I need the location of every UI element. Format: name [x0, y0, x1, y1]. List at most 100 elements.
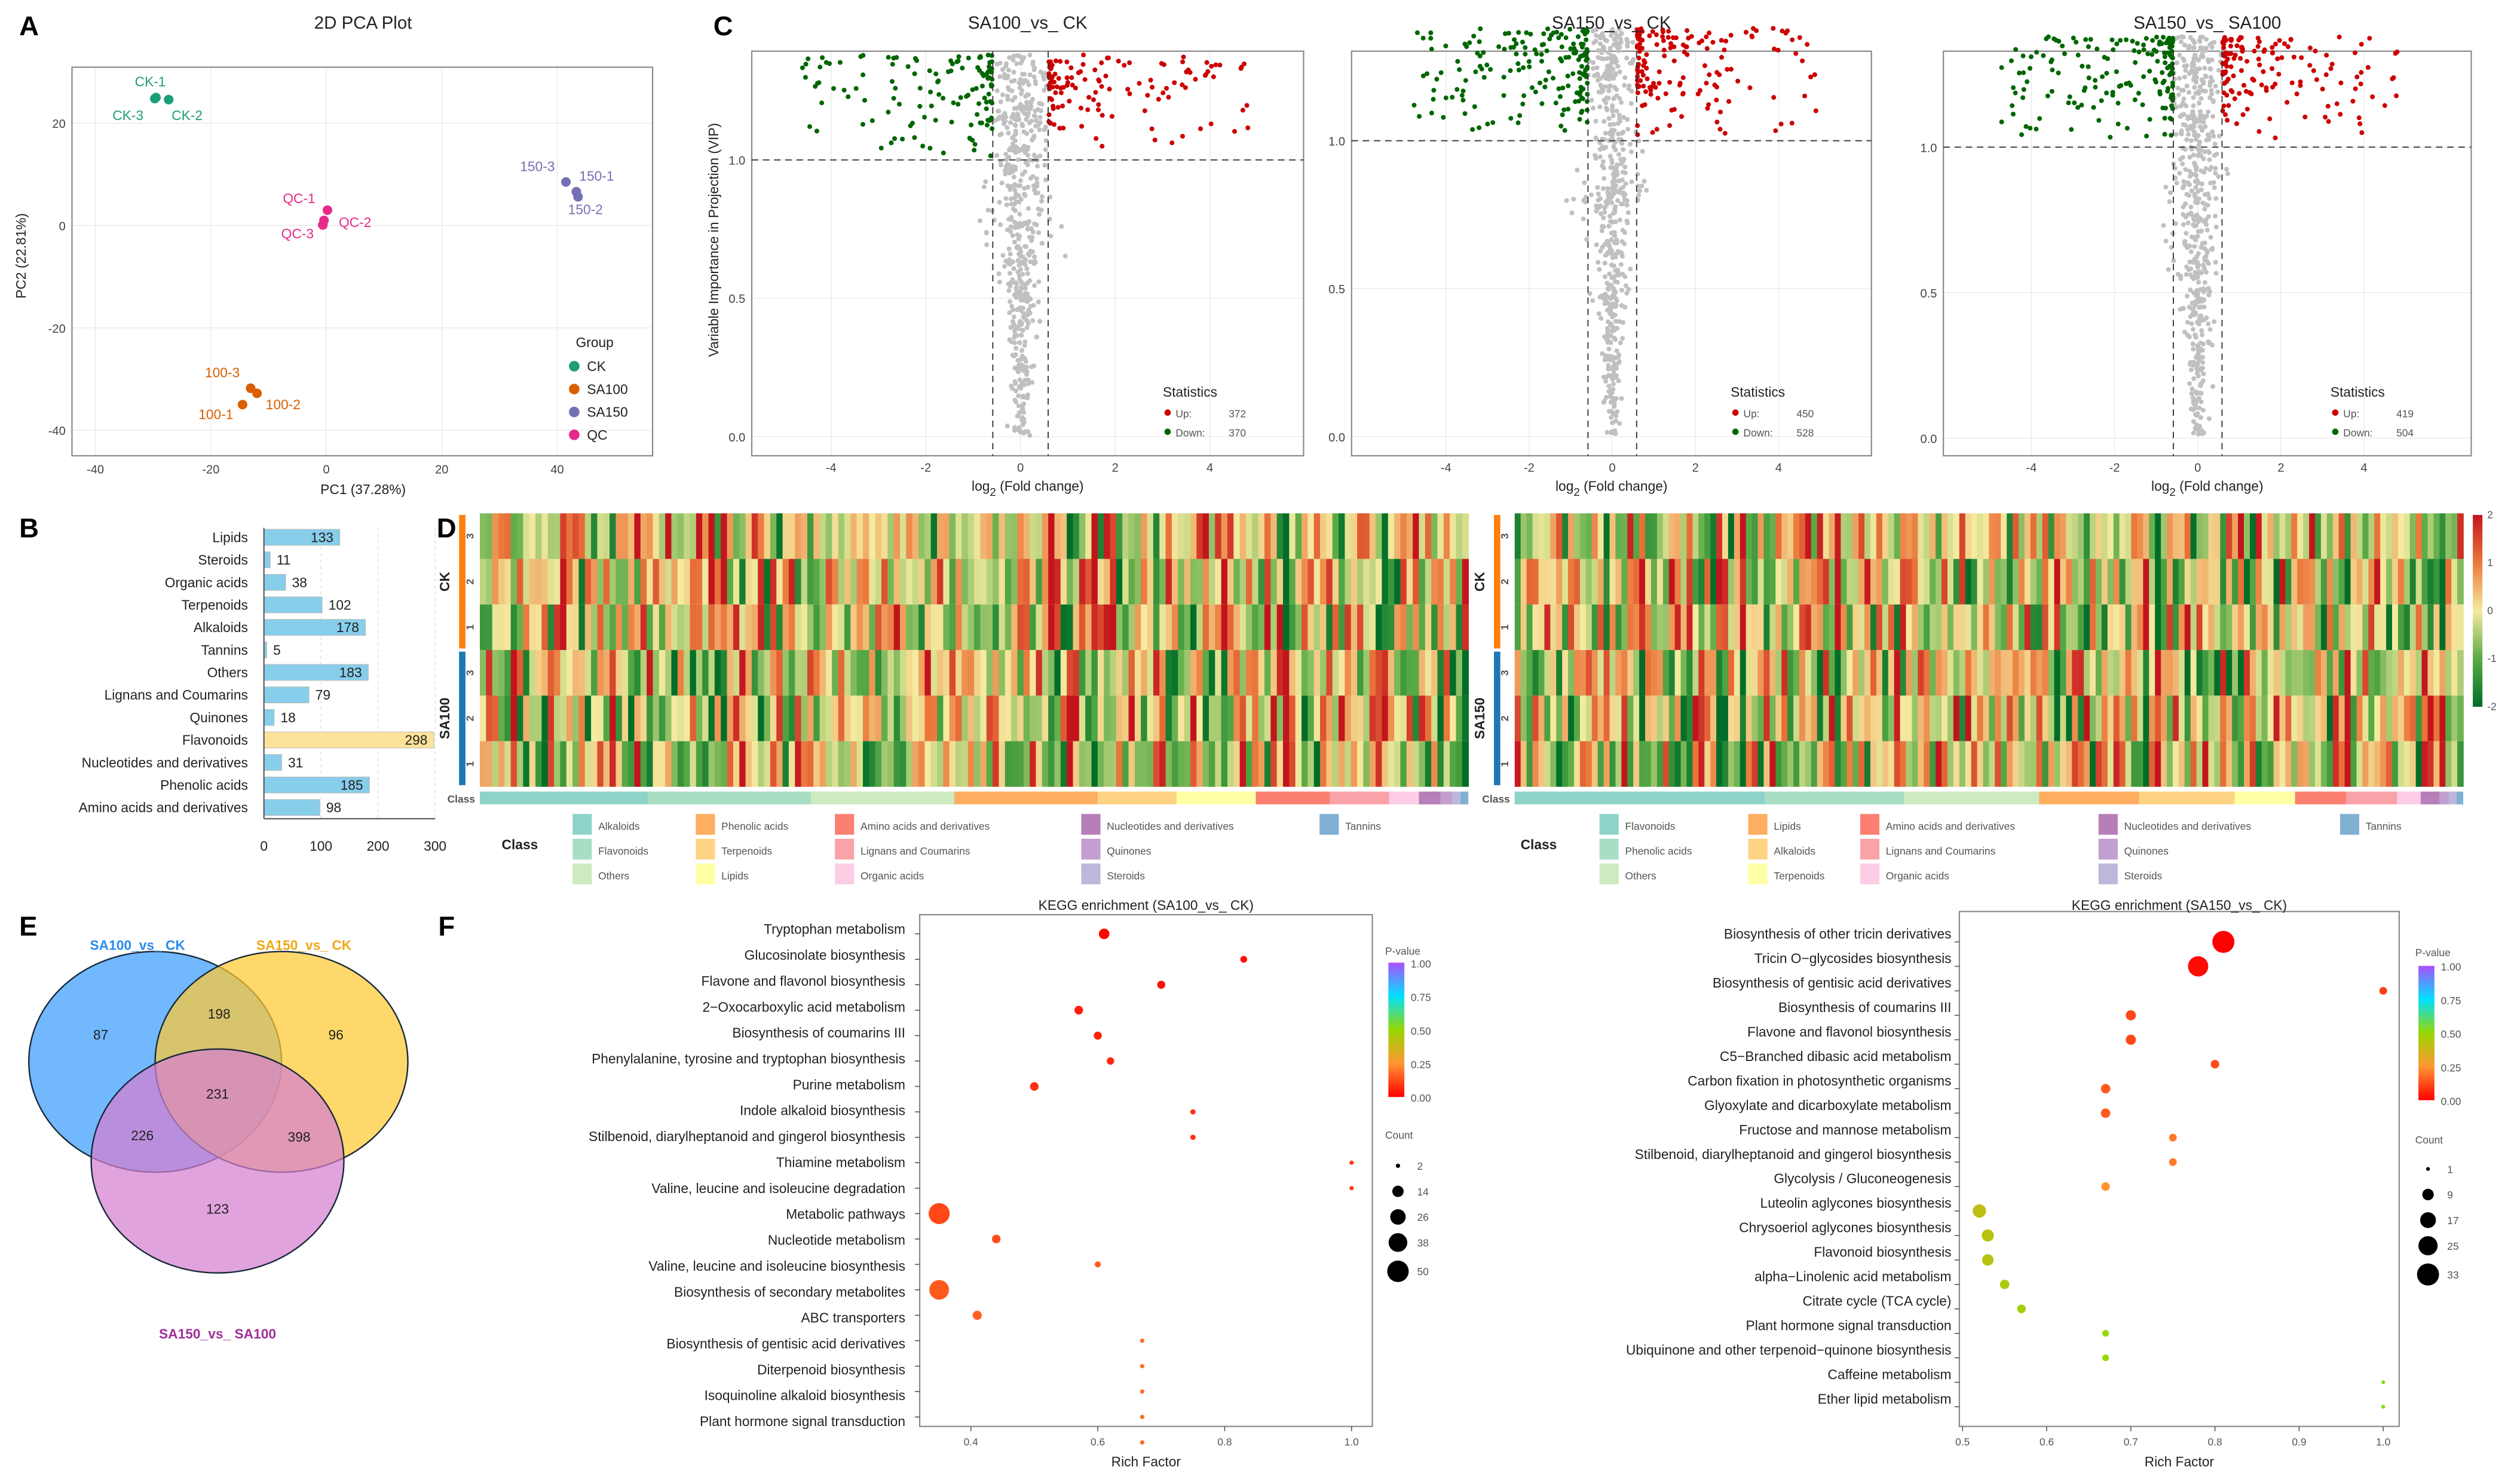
heatmap-cell — [2350, 695, 2357, 741]
heatmap-cell — [1030, 741, 1037, 787]
volcano-point — [1054, 84, 1059, 90]
volcano-point — [1584, 47, 1590, 52]
volcano-point — [1647, 33, 1652, 38]
volcano-point — [1417, 114, 1422, 119]
heatmap-cell — [1645, 650, 1652, 696]
heatmap-cell — [1573, 604, 1581, 651]
heatmap-cell — [1650, 741, 1658, 787]
heatmap-cell — [2255, 513, 2262, 559]
heatmap-cell — [2232, 695, 2238, 741]
volcano-point — [1056, 76, 1061, 81]
heatmap-cell — [1930, 695, 1936, 741]
heatmap-cell — [1639, 604, 1646, 651]
pca-point-label: CK-1 — [135, 74, 166, 90]
volcano-point — [2193, 90, 2198, 96]
heatmap-cell — [1645, 695, 1652, 741]
heatmap-cell — [1357, 650, 1364, 696]
volcano-point — [1609, 230, 1614, 236]
heatmap-cell — [2279, 559, 2286, 605]
volcano-point — [2182, 183, 2187, 188]
heatmap-cell — [2101, 559, 2108, 605]
heatmap-cell — [1710, 695, 1717, 741]
heatmap-cell — [1165, 559, 1172, 605]
enrichment-dot — [2102, 1354, 2109, 1362]
heatmap-cell — [2457, 559, 2464, 605]
volcano-point — [1589, 97, 1594, 103]
heatmap-cell — [2001, 650, 2007, 696]
heatmap-cell — [2338, 650, 2345, 696]
volcano-point — [1621, 147, 1626, 152]
heatmap-cell — [1556, 650, 1563, 696]
volcano-point — [2198, 109, 2203, 114]
heatmap-cell — [2048, 513, 2055, 559]
heatmap-cell — [1692, 695, 1699, 741]
heatmap-cell — [788, 513, 796, 559]
heatmap-cell — [1141, 650, 1148, 696]
volcano-point — [2189, 68, 2194, 73]
heatmap-cell — [1698, 695, 1705, 741]
heatmap-cell — [560, 695, 567, 741]
pvalue-tick-label: 0.75 — [1411, 992, 1431, 1004]
heatmap-cell — [510, 695, 517, 741]
x-axis-label: Rich Factor — [1111, 1454, 1181, 1470]
heatmap-cell — [993, 741, 1000, 787]
heatmap-cell — [1597, 559, 1604, 605]
volcano-point — [2183, 122, 2188, 128]
heatmap-cell — [1283, 695, 1290, 741]
heatmap-cell — [751, 559, 759, 605]
heatmap-cell — [745, 604, 752, 651]
heatmap-cell — [825, 513, 833, 559]
pca-point — [561, 177, 571, 187]
heatmap-cell — [2042, 695, 2049, 741]
volcano-point — [1617, 69, 1622, 75]
volcano-point — [2157, 41, 2162, 47]
volcano-point — [1024, 79, 1030, 84]
volcano-point — [1009, 196, 1014, 201]
heatmap-cell — [2107, 559, 2114, 605]
volcano-point — [1010, 135, 1015, 140]
volcano-point — [1511, 45, 1516, 50]
volcano-point — [2162, 54, 2167, 60]
y-tick-label: 1.0 — [1328, 136, 1345, 149]
class-legend-swatch — [1081, 814, 1101, 835]
chart-title: KEGG enrichment (SA100_vs_ CK) — [1039, 897, 1254, 913]
volcano-point — [1038, 69, 1043, 75]
heatmap-cell — [1597, 741, 1604, 787]
pvalue-tick-label: 1.00 — [1411, 958, 1431, 970]
chart-title: SA150_vs_ CK — [1552, 13, 1671, 33]
heatmap-cell — [2172, 650, 2179, 696]
group-bar — [1493, 514, 1500, 649]
volcano-point — [1771, 47, 1777, 52]
up-marker — [1732, 409, 1739, 416]
heatmap-cell — [486, 695, 493, 741]
volcano-point — [1037, 127, 1042, 133]
heatmap-cell — [1763, 604, 1771, 651]
heatmap-cell — [2007, 741, 2013, 787]
volcano-point — [1625, 127, 1631, 132]
volcano-point — [2210, 114, 2216, 119]
heatmap-cell — [1419, 513, 1426, 559]
volcano-point — [2108, 134, 2113, 140]
heatmap-cell — [2048, 741, 2055, 787]
venn-count: 226 — [131, 1127, 154, 1143]
heatmap-cell — [881, 741, 889, 787]
volcano-point — [2229, 36, 2234, 42]
volcano-point — [2212, 185, 2217, 191]
heatmap-cell — [2273, 604, 2280, 651]
heatmap-cell — [2042, 513, 2049, 559]
volcano-point — [1018, 183, 1023, 188]
heatmap-cell — [782, 604, 789, 651]
heatmap-cell — [2196, 695, 2203, 741]
heatmap-cell — [1710, 559, 1717, 605]
volcano-point — [2198, 168, 2204, 173]
volcano-point — [1583, 195, 1588, 200]
down-marker — [2332, 428, 2339, 436]
count-legend-dot — [1388, 1233, 1408, 1252]
volcano-point — [922, 115, 927, 120]
heatmap-cell — [584, 559, 592, 605]
heatmap-cell — [1656, 559, 1664, 605]
heatmap-cell — [2291, 513, 2298, 559]
volcano-point — [1542, 84, 1548, 90]
heatmap-cell — [1196, 559, 1204, 605]
pathway-label: Flavone and flavonol biosynthesis — [702, 973, 905, 989]
